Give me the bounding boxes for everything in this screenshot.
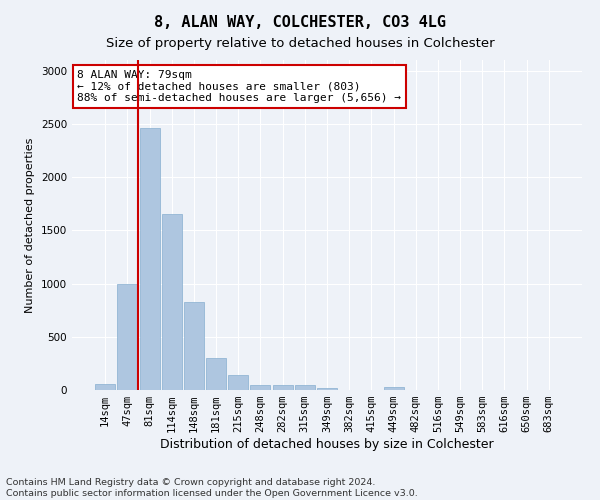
X-axis label: Distribution of detached houses by size in Colchester: Distribution of detached houses by size … bbox=[160, 438, 494, 451]
Bar bbox=[118, 284, 137, 390]
Bar bbox=[317, 388, 337, 390]
Bar bbox=[140, 128, 160, 390]
Bar bbox=[184, 302, 204, 390]
Bar bbox=[95, 384, 115, 390]
Y-axis label: Number of detached properties: Number of detached properties bbox=[25, 138, 35, 312]
Text: 8, ALAN WAY, COLCHESTER, CO3 4LG: 8, ALAN WAY, COLCHESTER, CO3 4LG bbox=[154, 15, 446, 30]
Bar bbox=[295, 384, 315, 390]
Bar bbox=[162, 214, 182, 390]
Bar bbox=[228, 375, 248, 390]
Bar bbox=[383, 387, 404, 390]
Bar bbox=[272, 384, 293, 390]
Text: 8 ALAN WAY: 79sqm
← 12% of detached houses are smaller (803)
88% of semi-detache: 8 ALAN WAY: 79sqm ← 12% of detached hous… bbox=[77, 70, 401, 103]
Bar bbox=[206, 358, 226, 390]
Text: Contains HM Land Registry data © Crown copyright and database right 2024.
Contai: Contains HM Land Registry data © Crown c… bbox=[6, 478, 418, 498]
Text: Size of property relative to detached houses in Colchester: Size of property relative to detached ho… bbox=[106, 38, 494, 51]
Bar bbox=[250, 384, 271, 390]
